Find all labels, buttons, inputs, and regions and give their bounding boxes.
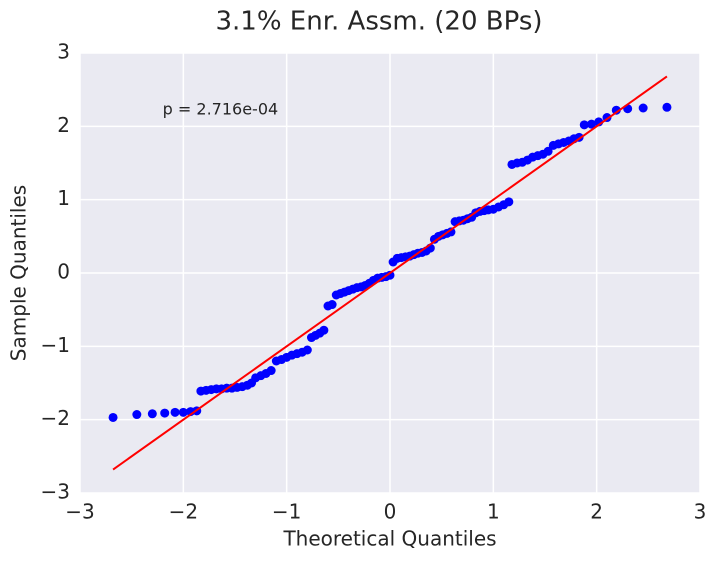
x-tick-label: 3 (694, 500, 707, 524)
x-tick-label: −1 (272, 500, 301, 524)
point (170, 407, 180, 417)
chart-title: 3.1% Enr. Assm. (20 BPs) (215, 7, 542, 37)
x-tick-label: 1 (487, 500, 500, 524)
point (327, 300, 337, 310)
point (132, 410, 142, 420)
point (579, 120, 589, 130)
x-tick-label: −2 (169, 500, 198, 524)
y-axis-label: Sample Quantiles (7, 185, 31, 361)
annotation: p = 2.716e-04 (163, 100, 279, 119)
point (178, 407, 188, 417)
x-tick-label: 0 (384, 500, 397, 524)
y-tick-label: −1 (41, 333, 70, 357)
point (147, 409, 157, 419)
point (108, 412, 118, 422)
point (504, 197, 514, 207)
point (446, 227, 456, 237)
point (638, 103, 648, 113)
y-tick-label: 1 (57, 186, 70, 210)
point (385, 270, 395, 280)
point (662, 102, 672, 112)
point (319, 325, 329, 335)
y-tick-label: 3 (57, 40, 70, 64)
y-tick-label: −2 (41, 406, 70, 430)
x-tick-label: −3 (65, 500, 94, 524)
y-tick-label: 2 (57, 113, 70, 137)
y-tick-label: −3 (41, 480, 70, 504)
point (160, 408, 170, 418)
fit-line (112, 75, 668, 471)
x-tick-label: 2 (590, 500, 603, 524)
point (266, 366, 276, 376)
point (543, 146, 553, 156)
point (611, 105, 621, 115)
point (302, 345, 312, 355)
point (587, 119, 596, 129)
x-axis-label: Theoretical Quantiles (282, 527, 496, 551)
y-tick-label: 0 (57, 260, 70, 284)
